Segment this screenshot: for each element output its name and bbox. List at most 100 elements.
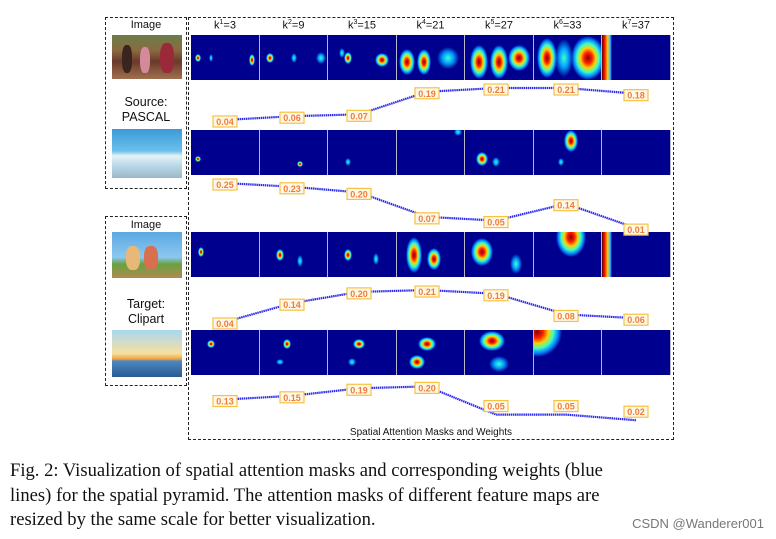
weight-label: 0.23 — [279, 182, 305, 195]
weight-value: 0.06 — [283, 113, 301, 123]
weight-label-box — [346, 109, 372, 122]
mask-blob — [398, 49, 415, 75]
attention-mask — [602, 130, 671, 175]
weight-value: 0.04 — [216, 319, 234, 329]
weight-label-box — [553, 400, 579, 413]
mask-blob — [491, 156, 500, 167]
clipart-sunset — [112, 330, 182, 377]
caption-line: Fig. 2: Visualization of spatial attenti… — [10, 460, 603, 481]
weight-label: 0.08 — [553, 309, 579, 323]
k: k — [416, 19, 422, 32]
pascal-photo-people — [112, 35, 182, 79]
weight-label: 0.20 — [346, 287, 372, 300]
source-domain-label: Source: PASCAL — [105, 95, 187, 125]
weight-label: 0.05 — [553, 400, 579, 413]
k: k — [214, 19, 220, 32]
weight-value: 0.07 — [350, 111, 368, 121]
panel-title-row: Spatial Attention Masks and Weights — [188, 425, 674, 438]
k: k — [347, 19, 354, 32]
k: k — [621, 19, 628, 32]
mask-blob — [344, 248, 353, 261]
weight-value: 0.21 — [487, 85, 505, 95]
weight-value: 0.13 — [216, 397, 234, 407]
cartoon-figure — [126, 246, 140, 270]
weight-label: 0.07 — [414, 212, 440, 225]
attention-mask — [465, 130, 534, 175]
mask-blob — [563, 130, 578, 153]
weight-label: 0.05 — [483, 216, 509, 229]
k-index: 2 — [288, 19, 292, 26]
weight-label-box — [623, 89, 649, 102]
weight-label: 0.21 — [553, 83, 579, 96]
k-value: =21 — [425, 19, 445, 32]
weight-label-box — [279, 182, 305, 195]
weight-value: 0.05 — [487, 218, 505, 228]
person-shape — [140, 47, 150, 73]
attention-mask — [191, 130, 260, 175]
k-value: =33 — [562, 19, 582, 32]
attention-mask — [328, 35, 397, 80]
attention-mask — [191, 35, 260, 80]
k-value: =3 — [223, 19, 236, 32]
weight-label: 0.13 — [212, 394, 238, 408]
weight-value: 0.14 — [557, 201, 575, 211]
weight-label-box — [553, 199, 579, 212]
attention-mask — [396, 330, 465, 375]
mask-blob — [297, 160, 304, 167]
kernel-header: k5=27 — [465, 19, 533, 32]
weights-plot: 0.04 0.06 0.07 0.19 0.21 0.21 0.18 0.25 0.23 0.20… — [212, 83, 649, 422]
weight-label-box — [483, 216, 509, 229]
weight-label: 0.21 — [414, 285, 440, 298]
mask-blob — [418, 336, 437, 351]
attention-mask — [259, 35, 328, 80]
target-domain-label: Target: Clipart — [105, 297, 187, 327]
weight-label-box — [414, 87, 440, 100]
k-value: =27 — [494, 19, 514, 32]
mask-blob — [315, 51, 326, 64]
weight-value: 0.21 — [557, 85, 575, 95]
weight-label: 0.07 — [346, 109, 372, 122]
mask-blob — [347, 357, 356, 366]
weight-label-box — [483, 289, 509, 302]
weight-label-box — [346, 187, 372, 200]
attention-mask — [259, 232, 328, 277]
person-shape — [122, 45, 132, 73]
mask-blob — [344, 51, 353, 64]
attention-mask — [602, 35, 671, 80]
mask-blob — [570, 35, 602, 80]
domain-line1: Source: — [124, 95, 168, 109]
weight-label-box — [414, 285, 440, 298]
mask-blob — [290, 52, 297, 63]
mask-blob — [555, 38, 574, 77]
weight-label: 0.04 — [212, 317, 238, 330]
weight-label: 0.06 — [279, 111, 305, 124]
weight-label: 0.19 — [483, 289, 509, 302]
weight-value: 0.20 — [350, 189, 368, 199]
kernel-header: k6=33 — [534, 19, 602, 32]
kernel-header: k7=37 — [602, 19, 670, 32]
mask-blob — [471, 238, 493, 267]
weight-value: 0.19 — [350, 385, 368, 395]
attention-mask — [396, 35, 465, 80]
source-panel — [105, 17, 187, 189]
mask-blob — [489, 355, 509, 372]
cartoon-figure — [144, 246, 158, 270]
weight-label-box — [623, 223, 649, 236]
mask-blob — [282, 338, 291, 349]
domain-line2: Clipart — [127, 312, 165, 326]
weight-value: 0.23 — [283, 184, 301, 194]
weight-value: 0.20 — [418, 383, 436, 393]
weight-label-box — [414, 212, 440, 225]
mask-blob — [275, 248, 284, 261]
weight-value: 0.19 — [487, 291, 505, 301]
weight-label-box — [212, 178, 238, 191]
k-index: 4 — [421, 19, 426, 26]
weight-value: 0.14 — [283, 300, 301, 310]
weight-label-box — [279, 391, 305, 404]
weight-label: 0.04 — [212, 115, 238, 128]
mask-blob — [198, 247, 205, 258]
weight-label-box — [553, 309, 579, 323]
weight-value: 0.02 — [627, 407, 645, 417]
weight-label-box — [279, 298, 305, 311]
attention-mask — [191, 330, 260, 375]
